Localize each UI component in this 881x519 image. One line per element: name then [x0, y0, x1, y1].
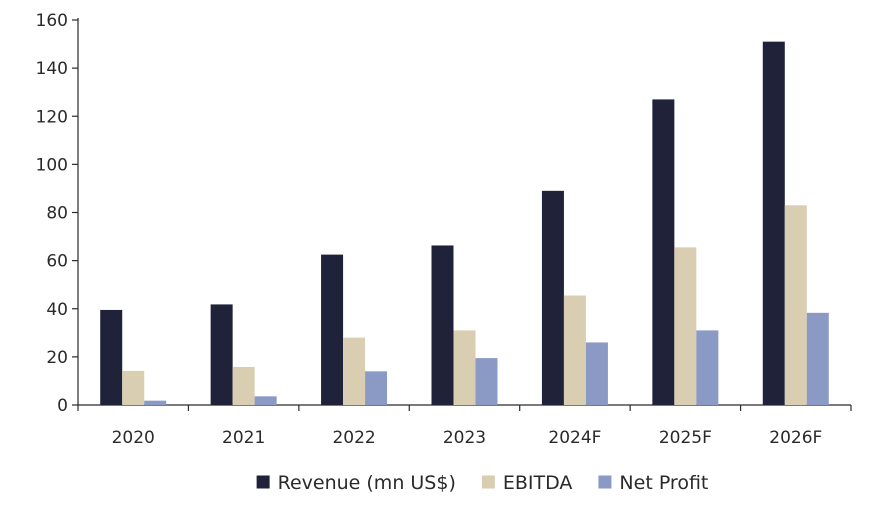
x-tick-label: 2022 — [332, 428, 375, 448]
bar-net-profit-2025f — [696, 330, 719, 405]
y-tick-label: 160 — [36, 11, 68, 31]
x-tick-label: 2025F — [659, 428, 712, 448]
bars — [100, 41, 829, 405]
bar-ebitda-2020 — [122, 370, 145, 405]
axis-labels: 0 20 40 60 80 100 120 140 160 2020 2021 2022 2023 202… — [36, 11, 823, 448]
bar-ebitda-2024f — [563, 295, 586, 405]
bar-revenue-mn-us--2022 — [321, 254, 344, 405]
y-tick-label: 20 — [46, 348, 68, 368]
x-tick-label: 2020 — [112, 428, 155, 448]
legend-label: EBITDA — [503, 472, 573, 494]
x-tick-label: 2024F — [548, 428, 601, 448]
bar-ebitda-2023 — [453, 330, 476, 405]
bar-revenue-mn-us--2020 — [100, 309, 123, 405]
y-tick-label: 40 — [46, 300, 68, 320]
legend-swatch — [481, 475, 495, 489]
legend-swatch — [598, 475, 612, 489]
bar-net-profit-2022 — [365, 371, 388, 405]
bar-net-profit-2021 — [254, 396, 277, 405]
bar-revenue-mn-us--2023 — [431, 245, 454, 405]
bar-revenue-mn-us--2025f — [652, 99, 675, 405]
axes — [72, 18, 852, 411]
y-tick-label: 60 — [46, 252, 68, 272]
y-tick-label: 0 — [57, 396, 68, 416]
bar-ebitda-2026f — [784, 205, 807, 405]
x-tick-label: 2023 — [443, 428, 486, 448]
legend-label: Revenue (mn US$) — [278, 472, 456, 494]
y-tick-label: 80 — [46, 204, 68, 224]
legend-label: Net Profit — [619, 472, 708, 494]
bar-net-profit-2026f — [806, 312, 829, 405]
bar-net-profit-2024f — [585, 342, 608, 405]
y-tick-label: 120 — [36, 107, 68, 127]
bar-ebitda-2025f — [674, 247, 697, 405]
legend-swatch — [256, 475, 270, 489]
bar-revenue-mn-us--2026f — [762, 41, 785, 405]
y-tick-label: 140 — [36, 59, 68, 79]
bar-net-profit-2020 — [144, 400, 167, 405]
x-tick-label: 2021 — [222, 428, 265, 448]
y-tick-label: 100 — [36, 155, 68, 175]
legend: Revenue (mn US$) EBITDA Net Profit — [256, 472, 708, 494]
bar-ebitda-2021 — [232, 366, 255, 405]
bar-revenue-mn-us--2021 — [210, 304, 233, 405]
x-tick-label: 2026F — [769, 428, 822, 448]
bar-ebitda-2022 — [343, 337, 366, 405]
bar-net-profit-2023 — [475, 358, 498, 405]
bar-revenue-mn-us--2024f — [541, 190, 564, 405]
